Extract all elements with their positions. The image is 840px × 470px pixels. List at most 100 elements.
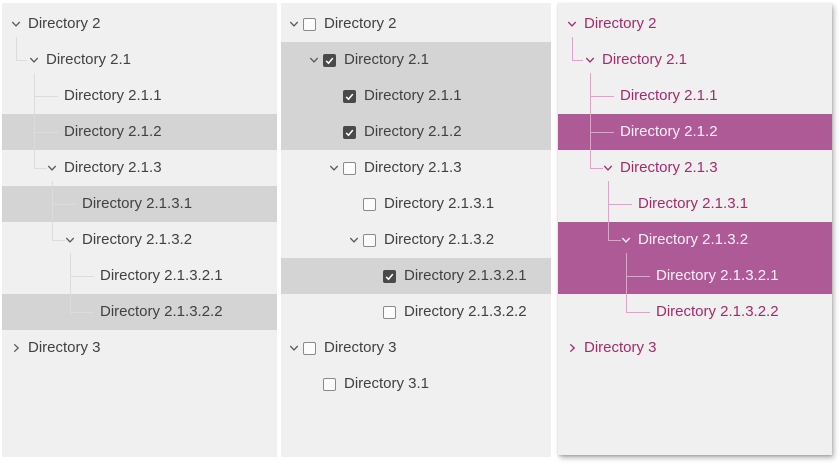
checkbox-checked[interactable]	[323, 53, 336, 67]
tree-item[interactable]: Directory 2.1.2	[558, 114, 832, 150]
tree-item[interactable]: Directory 2.1.3.2	[2, 222, 277, 258]
checkbox-unchecked[interactable]	[383, 305, 396, 319]
checkbox-unchecked[interactable]	[343, 161, 356, 175]
tree-item-label: Directory 2.1	[46, 51, 132, 68]
tree: Directory 2 Directory 2.1 Directory 2.1.1 D…	[281, 3, 551, 402]
indent-spacer	[638, 270, 650, 282]
tree-item[interactable]: Directory 2.1.3	[558, 150, 832, 186]
tree-item-label: Directory 2.1.2	[64, 123, 162, 140]
chevron-right-icon[interactable]	[10, 342, 22, 354]
tree-item[interactable]: Directory 2.1.2	[281, 114, 551, 150]
tree-item-label: Directory 2.1.3.1	[638, 195, 749, 212]
tree-item-label: Directory 2.1.3.1	[82, 195, 193, 212]
tree-item-label: Directory 2.1.2	[364, 123, 462, 140]
tree-item[interactable]: Directory 2.1.3.2.1	[2, 258, 277, 294]
tree-item-label: Directory 2.1.3.2.2	[404, 303, 527, 320]
chevron-down-icon[interactable]	[602, 162, 614, 174]
tree-item[interactable]: Directory 3	[2, 330, 277, 366]
tree-item-label: Directory 2.1.2	[620, 123, 718, 140]
indent-spacer	[368, 306, 380, 318]
chevron-down-icon[interactable]	[64, 234, 76, 246]
tree-item-label: Directory 2.1.3.2.2	[656, 303, 779, 320]
chevron-right-icon[interactable]	[566, 342, 578, 354]
indent-spacer	[82, 306, 94, 318]
tree-item-label: Directory 2.1.3.1	[384, 195, 495, 212]
tree-item[interactable]: Directory 2.1.3.1	[281, 186, 551, 222]
tree-item[interactable]: Directory 2.1.3.1	[2, 186, 277, 222]
tree-item[interactable]: Directory 2.1.3.2.2	[558, 294, 832, 330]
tree-item[interactable]: Directory 2.1.3.2.1	[281, 258, 551, 294]
tree-item-label: Directory 2.1.3	[364, 159, 462, 176]
chevron-down-icon[interactable]	[620, 234, 632, 246]
checkbox-unchecked[interactable]	[303, 17, 316, 31]
tree-item[interactable]: Directory 2.1	[281, 42, 551, 78]
tree-item[interactable]: Directory 2.1.1	[2, 78, 277, 114]
chevron-down-icon[interactable]	[584, 54, 596, 66]
chevron-down-icon[interactable]	[308, 54, 320, 66]
tree-item[interactable]: Directory 2.1.1	[281, 78, 551, 114]
tree-item-label: Directory 2	[324, 15, 397, 32]
indent-spacer	[328, 90, 340, 102]
tree-item[interactable]: Directory 3	[281, 330, 551, 366]
checkbox-unchecked[interactable]	[323, 377, 336, 391]
tree-item[interactable]: Directory 2.1	[2, 42, 277, 78]
indent-spacer	[368, 270, 380, 282]
checkbox-unchecked[interactable]	[363, 197, 376, 211]
tree-item[interactable]: Directory 2.1.1	[558, 78, 832, 114]
indent-spacer	[348, 198, 360, 210]
tree-item[interactable]: Directory 2.1.3.2.2	[281, 294, 551, 330]
tree-item[interactable]: Directory 2.1.2	[2, 114, 277, 150]
tree-item[interactable]: Directory 2.1.3	[281, 150, 551, 186]
chevron-down-icon[interactable]	[288, 18, 300, 30]
tree-item-label: Directory 3	[28, 339, 101, 356]
tree-item-label: Directory 2	[28, 15, 101, 32]
tree-item-label: Directory 3	[324, 339, 397, 356]
indent-spacer	[82, 270, 94, 282]
checkbox-unchecked[interactable]	[363, 233, 376, 247]
tree-item[interactable]: Directory 2	[281, 6, 551, 42]
tree-item-label: Directory 2.1	[344, 51, 430, 68]
chevron-down-icon[interactable]	[348, 234, 360, 246]
treeview-panel-themed: Directory 2 Directory 2.1 Directory 2.1.1 D…	[558, 3, 832, 455]
indent-spacer	[602, 90, 614, 102]
checkbox-unchecked[interactable]	[303, 341, 316, 355]
tree-item[interactable]: Directory 2.1.3.2	[281, 222, 551, 258]
checkbox-checked[interactable]	[343, 89, 356, 103]
tree-item-label: Directory 2.1.1	[64, 87, 162, 104]
treeview-panel-checkbox: Directory 2 Directory 2.1 Directory 2.1.1 D…	[281, 3, 551, 457]
tree-item-label: Directory 2.1.3.2	[82, 231, 193, 248]
tree-item-label: Directory 2	[584, 15, 657, 32]
chevron-down-icon[interactable]	[10, 18, 22, 30]
tree-item-label: Directory 2.1.3.2.1	[100, 267, 223, 284]
tree-item-label: Directory 2.1.3.2.1	[656, 267, 779, 284]
tree: Directory 2 Directory 2.1 Directory 2.1.1 D…	[558, 3, 832, 366]
indent-spacer	[620, 198, 632, 210]
chevron-down-icon[interactable]	[288, 342, 300, 354]
tree-item[interactable]: Directory 2	[558, 6, 832, 42]
tree-item-label: Directory 2.1.3.2.2	[100, 303, 223, 320]
chevron-down-icon[interactable]	[28, 54, 40, 66]
indent-spacer	[328, 126, 340, 138]
tree-item[interactable]: Directory 2.1.3	[2, 150, 277, 186]
tree-item[interactable]: Directory 2	[2, 6, 277, 42]
checkbox-checked[interactable]	[383, 269, 396, 283]
tree-item-label: Directory 3	[584, 339, 657, 356]
chevron-down-icon[interactable]	[566, 18, 578, 30]
tree-item[interactable]: Directory 2.1.3.2.1	[558, 258, 832, 294]
chevron-down-icon[interactable]	[328, 162, 340, 174]
tree-item[interactable]: Directory 2.1	[558, 42, 832, 78]
indent-spacer	[602, 126, 614, 138]
checkbox-checked[interactable]	[343, 125, 356, 139]
tree-item-label: Directory 3.1	[344, 375, 430, 392]
tree-item[interactable]: Directory 3.1	[281, 366, 551, 402]
tree-item-label: Directory 2.1.1	[364, 87, 462, 104]
tree-item[interactable]: Directory 2.1.3.2.2	[2, 294, 277, 330]
chevron-down-icon[interactable]	[46, 162, 58, 174]
tree-item-label: Directory 2.1.3.2	[638, 231, 749, 248]
indent-spacer	[46, 126, 58, 138]
tree-item[interactable]: Directory 2.1.3.2	[558, 222, 832, 258]
tree-item[interactable]: Directory 2.1.3.1	[558, 186, 832, 222]
tree-item-label: Directory 2.1.3.2.1	[404, 267, 527, 284]
tree-item[interactable]: Directory 3	[558, 330, 832, 366]
tree-item-label: Directory 2.1.3.2	[384, 231, 495, 248]
